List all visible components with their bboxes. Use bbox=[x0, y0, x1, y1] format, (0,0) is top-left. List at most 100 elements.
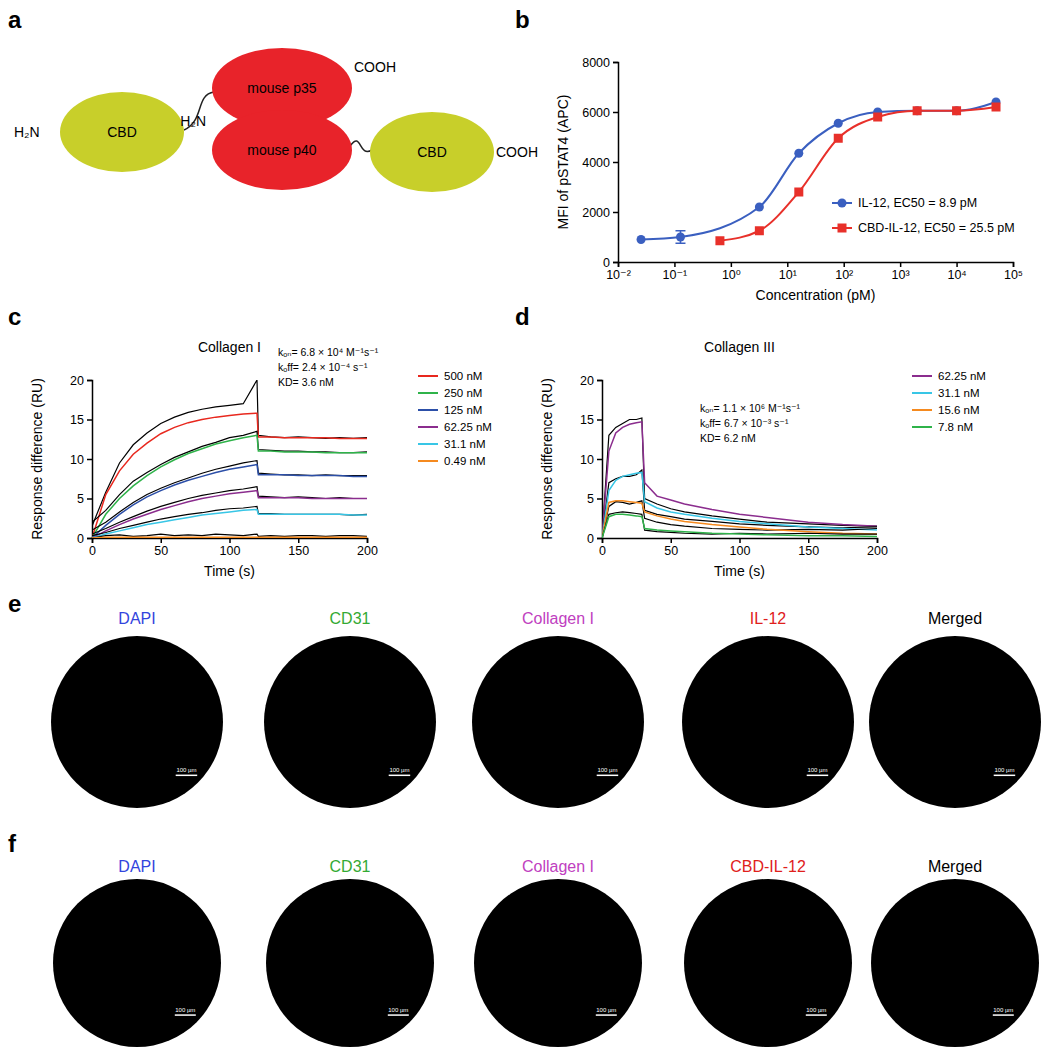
y-axis-title: Response difference (RU) bbox=[29, 378, 45, 540]
node-label: mouse p35 bbox=[247, 80, 316, 96]
legend-label: 500 nM bbox=[444, 370, 482, 382]
series-line bbox=[92, 536, 367, 538]
legend-label: 31.1 nM bbox=[938, 387, 980, 399]
x-tick: 50 bbox=[664, 538, 678, 558]
x-tick-mark bbox=[674, 262, 676, 267]
diagram: CBDmouse p35mouse p40CBDH₂NCOOHH₂NCOOH bbox=[14, 48, 538, 192]
y-tick-label: 0 bbox=[603, 256, 610, 270]
y-axis-title: MFI of pSTAT4 (APC) bbox=[555, 95, 571, 230]
image-row: DAPI100 µmCD31100 µmCollagen I100 µmIL-1… bbox=[51, 610, 1041, 808]
legend-swatch bbox=[418, 392, 438, 394]
series-line bbox=[602, 472, 877, 538]
legend: IL-12, EC50 = 8.9 pMCBD-IL-12, EC50 = 25… bbox=[832, 196, 1015, 235]
x-tick: 10⁴ bbox=[947, 262, 966, 282]
x-tick-label: 10¹ bbox=[779, 268, 797, 282]
panel-label: f bbox=[8, 830, 17, 857]
data-point bbox=[715, 236, 724, 245]
x-axis-line bbox=[603, 539, 878, 544]
y-tick-label: 6000 bbox=[582, 106, 610, 120]
measured-trace bbox=[602, 512, 877, 538]
data-point bbox=[992, 103, 1001, 112]
node-label: mouse p40 bbox=[247, 142, 316, 158]
x-tick: 10⁰ bbox=[722, 262, 741, 282]
x-tick-mark bbox=[298, 538, 300, 543]
x-tick-label: 10⁻² bbox=[606, 268, 631, 282]
y-tick-label: 15 bbox=[70, 413, 84, 427]
terminus-label: COOH bbox=[496, 144, 538, 160]
x-tick-mark bbox=[900, 262, 902, 267]
legend-label: 0.49 nM bbox=[444, 455, 486, 467]
micrograph bbox=[474, 879, 642, 1047]
measured-trace bbox=[602, 470, 877, 538]
domain-node bbox=[60, 92, 184, 172]
legend-swatch bbox=[418, 409, 438, 411]
channel-title: DAPI bbox=[118, 610, 155, 627]
scale-bar bbox=[807, 775, 829, 777]
scale-bar-label: 100 µm bbox=[597, 767, 617, 773]
y-tick-mark bbox=[87, 459, 92, 461]
channel-title: Collagen I bbox=[522, 610, 594, 627]
x-tick: 200 bbox=[357, 538, 378, 558]
x-tick-label: 200 bbox=[867, 544, 888, 558]
error-bar-segment bbox=[675, 230, 685, 232]
x-tick-label: 150 bbox=[798, 544, 819, 558]
y-tick: 20 bbox=[70, 374, 92, 388]
y-tick: 5 bbox=[77, 492, 92, 506]
scale-bar-label: 100 µm bbox=[807, 767, 827, 773]
y-tick-mark bbox=[597, 498, 602, 500]
x-tick-label: 0 bbox=[89, 544, 96, 558]
channel-title: CBD-IL-12 bbox=[730, 858, 806, 875]
scale-bar-label: 100 µm bbox=[388, 1007, 408, 1013]
y-axis-title: Response difference (RU) bbox=[539, 378, 555, 540]
x-tick-label: 50 bbox=[154, 544, 168, 558]
scale-bar-label: 100 µm bbox=[994, 767, 1014, 773]
annotation: kₒₙ= 1.1 × 10⁶ M⁻¹s⁻¹ bbox=[700, 402, 801, 414]
terminus-label: COOH bbox=[354, 59, 396, 75]
node-label: CBD bbox=[107, 124, 137, 140]
legend-label: 31.1 nM bbox=[444, 438, 486, 450]
y-tick: 2000 bbox=[582, 206, 618, 220]
x-tick-mark bbox=[161, 538, 163, 543]
x-tick-label: 10² bbox=[835, 268, 853, 282]
scale-bar bbox=[806, 1014, 827, 1016]
panel-label: a bbox=[8, 6, 22, 33]
y-tick-mark bbox=[87, 498, 92, 500]
chart: 05010015020005101520Time (s)Response dif… bbox=[539, 339, 986, 579]
channel-title: CD31 bbox=[330, 610, 371, 627]
scale-bar bbox=[994, 775, 1016, 777]
x-axis: 050100150200 bbox=[599, 538, 888, 558]
scale-bar bbox=[175, 1014, 196, 1016]
x-axis-title: Time (s) bbox=[714, 563, 765, 579]
y-tick: 15 bbox=[70, 413, 92, 427]
data-point bbox=[873, 113, 882, 122]
scale-bar-label: 100 µm bbox=[175, 1007, 195, 1013]
legend-swatch bbox=[912, 375, 932, 377]
y-tick: 4000 bbox=[582, 156, 618, 170]
x-tick: 100 bbox=[220, 538, 241, 558]
y-tick-label: 10 bbox=[580, 453, 594, 467]
micrograph bbox=[266, 879, 434, 1047]
micrograph bbox=[51, 636, 223, 808]
data-point bbox=[637, 235, 646, 244]
y-axis-line bbox=[597, 381, 603, 539]
x-tick: 50 bbox=[154, 538, 168, 558]
legend-label: 62.25 nM bbox=[938, 370, 986, 382]
x-tick: 150 bbox=[288, 538, 309, 558]
y-tick-label: 20 bbox=[580, 374, 594, 388]
y-tick-mark bbox=[613, 162, 618, 164]
legend-swatch bbox=[912, 426, 932, 428]
measured-trace bbox=[602, 501, 877, 538]
y-tick-label: 2000 bbox=[582, 206, 610, 220]
chart-title: Collagen III bbox=[704, 339, 775, 355]
micrograph bbox=[264, 636, 436, 808]
measured-trace bbox=[92, 534, 367, 538]
series-line bbox=[602, 422, 877, 538]
series-line bbox=[92, 491, 367, 538]
y-tick-label: 0 bbox=[587, 532, 594, 546]
y-axis: 05101520 bbox=[580, 374, 602, 546]
x-axis-title: Time (s) bbox=[204, 563, 255, 579]
data-point bbox=[913, 106, 922, 115]
x-tick: 10² bbox=[835, 262, 853, 282]
x-tick-mark bbox=[367, 538, 369, 543]
micrograph bbox=[682, 636, 854, 808]
